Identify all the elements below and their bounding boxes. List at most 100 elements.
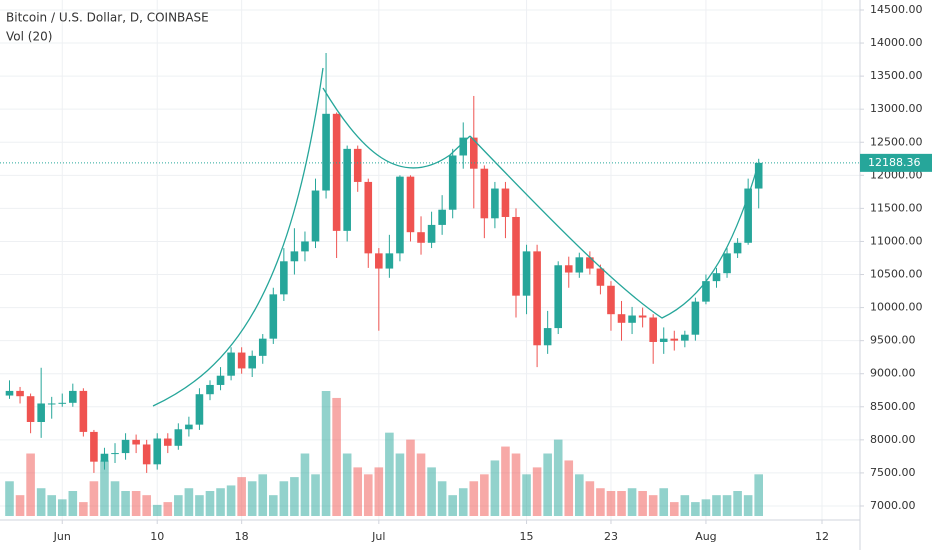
x-tick-label: Aug: [695, 530, 716, 543]
candle-body: [206, 384, 214, 395]
volume-bar: [712, 495, 721, 516]
candle-body: [16, 390, 24, 397]
candle-body: [733, 242, 742, 254]
volume-bar: [258, 474, 268, 516]
volume-bar: [152, 504, 162, 516]
volume-bar: [469, 481, 479, 516]
candle-body: [353, 148, 362, 182]
volume-bar: [490, 460, 500, 516]
volume-bar: [5, 481, 14, 516]
candle-body: [132, 439, 140, 445]
x-tick-label: Jul: [371, 530, 385, 543]
volume-bar: [701, 499, 711, 516]
candle-body: [332, 113, 341, 231]
candle-body: [385, 253, 394, 269]
volume-bar: [36, 488, 46, 516]
cup-curve-left: [152, 67, 324, 407]
y-tick-label: 8000.00: [870, 433, 916, 446]
candle-body: [5, 390, 14, 396]
candle-body: [58, 402, 67, 404]
y-tick-label: 13500.00: [870, 69, 923, 82]
candle-body: [153, 438, 162, 465]
volume-bar: [543, 453, 552, 516]
candle-body: [617, 314, 626, 323]
candle-body: [712, 273, 721, 282]
candle-body: [607, 285, 615, 315]
candle-body: [723, 253, 731, 274]
volume-bar: [617, 491, 626, 516]
candle-body: [564, 265, 573, 273]
y-tick-label: 10000.00: [870, 301, 923, 314]
candle-body: [554, 265, 563, 329]
volume-bar: [511, 453, 521, 516]
candle-body: [69, 390, 77, 403]
candle-body: [628, 315, 636, 323]
volume-bar: [163, 502, 173, 516]
volume-bar: [480, 474, 489, 516]
volume-bar: [279, 481, 289, 516]
volume-bar: [659, 488, 669, 516]
candle-body: [163, 438, 172, 446]
volume-bar: [585, 481, 595, 516]
candle-body: [37, 403, 45, 422]
y-tick-label: 12500.00: [870, 135, 923, 148]
candle-body: [681, 334, 689, 341]
volume-bar: [416, 453, 426, 516]
x-tick-label: 23: [604, 530, 618, 543]
volume-bar: [205, 491, 215, 516]
volume-bar: [311, 474, 320, 516]
y-tick-label: 10500.00: [870, 268, 923, 281]
candle-body: [543, 328, 552, 346]
candle-body: [417, 232, 425, 243]
cup-curve-mid: [322, 87, 471, 169]
volume-bar: [596, 488, 605, 516]
candle-body: [237, 352, 246, 369]
volume-bar: [363, 474, 373, 516]
volume-bar: [385, 432, 394, 516]
volume-bar: [321, 391, 331, 516]
y-tick-label: 13000.00: [870, 102, 923, 115]
volume-bar: [110, 481, 120, 516]
volume-bar: [300, 453, 310, 516]
volume-bar: [691, 502, 700, 516]
volume-bar: [121, 491, 130, 516]
volume-bar: [57, 499, 67, 516]
volume-bar: [553, 439, 563, 516]
candle-body: [406, 176, 415, 233]
candle-body: [659, 338, 668, 342]
volume-pane: [5, 391, 763, 516]
volume-bar: [184, 488, 194, 516]
candle-body: [227, 352, 235, 376]
volume-bar: [15, 495, 25, 516]
volume-bar: [68, 491, 78, 516]
candle-body: [670, 338, 679, 341]
volume-bar: [606, 491, 616, 516]
volume-bar: [342, 453, 352, 516]
volume-bar: [722, 495, 732, 516]
volume-bar: [564, 460, 574, 516]
volume-bar: [226, 485, 236, 516]
volume-bar: [680, 495, 690, 516]
x-tick-label: 10: [150, 530, 164, 543]
candle-body: [195, 394, 204, 425]
volume-bar: [627, 488, 637, 516]
y-tick-label: 7000.00: [870, 499, 916, 512]
volume-bar: [395, 453, 405, 516]
candle-body: [301, 241, 309, 252]
x-tick-label: Jun: [53, 530, 71, 543]
candle-body: [248, 355, 256, 369]
candle-body: [79, 390, 88, 432]
volume-bar: [100, 460, 109, 516]
candle-body: [501, 188, 510, 217]
candle-body: [258, 338, 267, 356]
candle-body: [47, 403, 56, 405]
volume-bar: [269, 495, 278, 516]
candle-body: [290, 251, 299, 262]
volume-label: Vol (20): [6, 30, 52, 44]
y-tick-label: 14000.00: [870, 36, 923, 49]
candle-body: [427, 224, 436, 243]
x-tick-label: 12: [815, 530, 829, 543]
candle-body: [375, 253, 383, 269]
candle-body: [491, 188, 499, 219]
volume-bar: [648, 495, 658, 516]
